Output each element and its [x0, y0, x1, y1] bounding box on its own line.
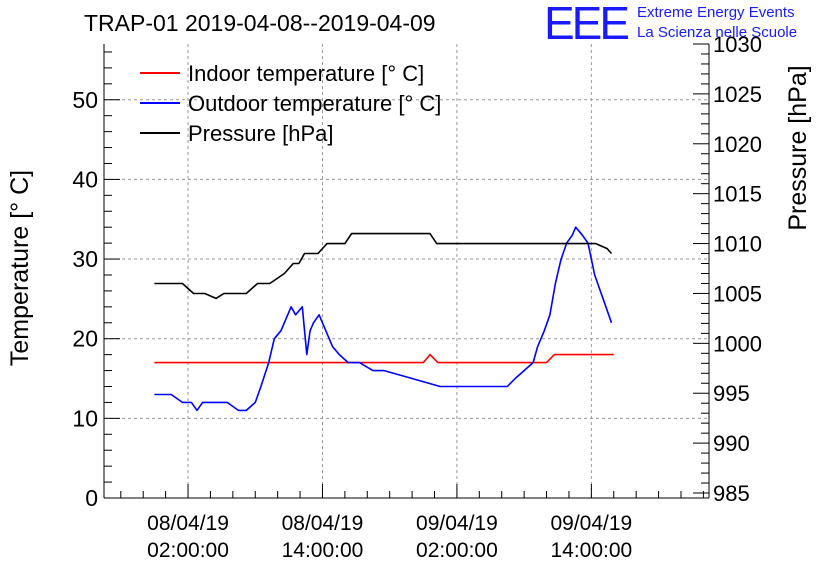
y-right-tick-label: 995	[713, 381, 750, 406]
x-tick-label-date: 08/04/19	[282, 512, 364, 535]
x-tick-label-time: 14:00:00	[550, 539, 632, 562]
y-left-tick-label: 20	[72, 326, 98, 352]
y-left-tick-label: 0	[85, 485, 98, 511]
y-left-tick-label: 10	[72, 405, 98, 431]
y-left-tick-label: 30	[72, 246, 98, 272]
x-tick-label-date: 08/04/19	[147, 512, 229, 535]
x-tick-label-date: 09/04/19	[550, 512, 632, 535]
y-right-tick-label: 990	[713, 431, 750, 456]
y-right-axis-title: Pressure [hPa]	[784, 65, 812, 230]
y-right-tick-label: 1005	[713, 281, 762, 306]
y-right-tick-label: 1015	[713, 182, 762, 207]
y-left-tick-label: 50	[72, 87, 98, 113]
x-tick-label-time: 02:00:00	[416, 539, 498, 562]
y-right-tick-label: 985	[713, 481, 750, 506]
y-right-tick-label: 1020	[713, 132, 762, 157]
x-tick-label-time: 02:00:00	[147, 539, 229, 562]
x-tick-label-date: 09/04/19	[416, 512, 498, 535]
series-line-1	[154, 353, 614, 364]
chart-title: TRAP-01 2019-04-08--2019-04-09	[84, 10, 436, 36]
y-right-tick-label: 1000	[713, 331, 762, 356]
x-tick-label-time: 14:00:00	[282, 539, 364, 562]
y-right-tick-label: 1010	[713, 232, 762, 257]
y-left-tick-label: 40	[72, 166, 98, 192]
y-right-tick-label: 1025	[713, 82, 762, 107]
y-right-tick-label: 1030	[713, 32, 762, 57]
legend-label-2: Outdoor temperature [° C]	[188, 91, 441, 116]
legend-label-3: Pressure [hPa]	[188, 121, 334, 146]
logo-line-2: La Scienza nelle Scuole	[637, 24, 798, 41]
legend-label-1: Indoor temperature [° C]	[188, 61, 424, 86]
series-line-2	[154, 226, 613, 412]
y-left-axis-title: Temperature [° C]	[6, 170, 34, 366]
eee-logo-mark: EEE	[544, 0, 630, 49]
series-line-3	[154, 232, 613, 300]
logo-line-1: Extreme Energy Events	[637, 4, 795, 21]
